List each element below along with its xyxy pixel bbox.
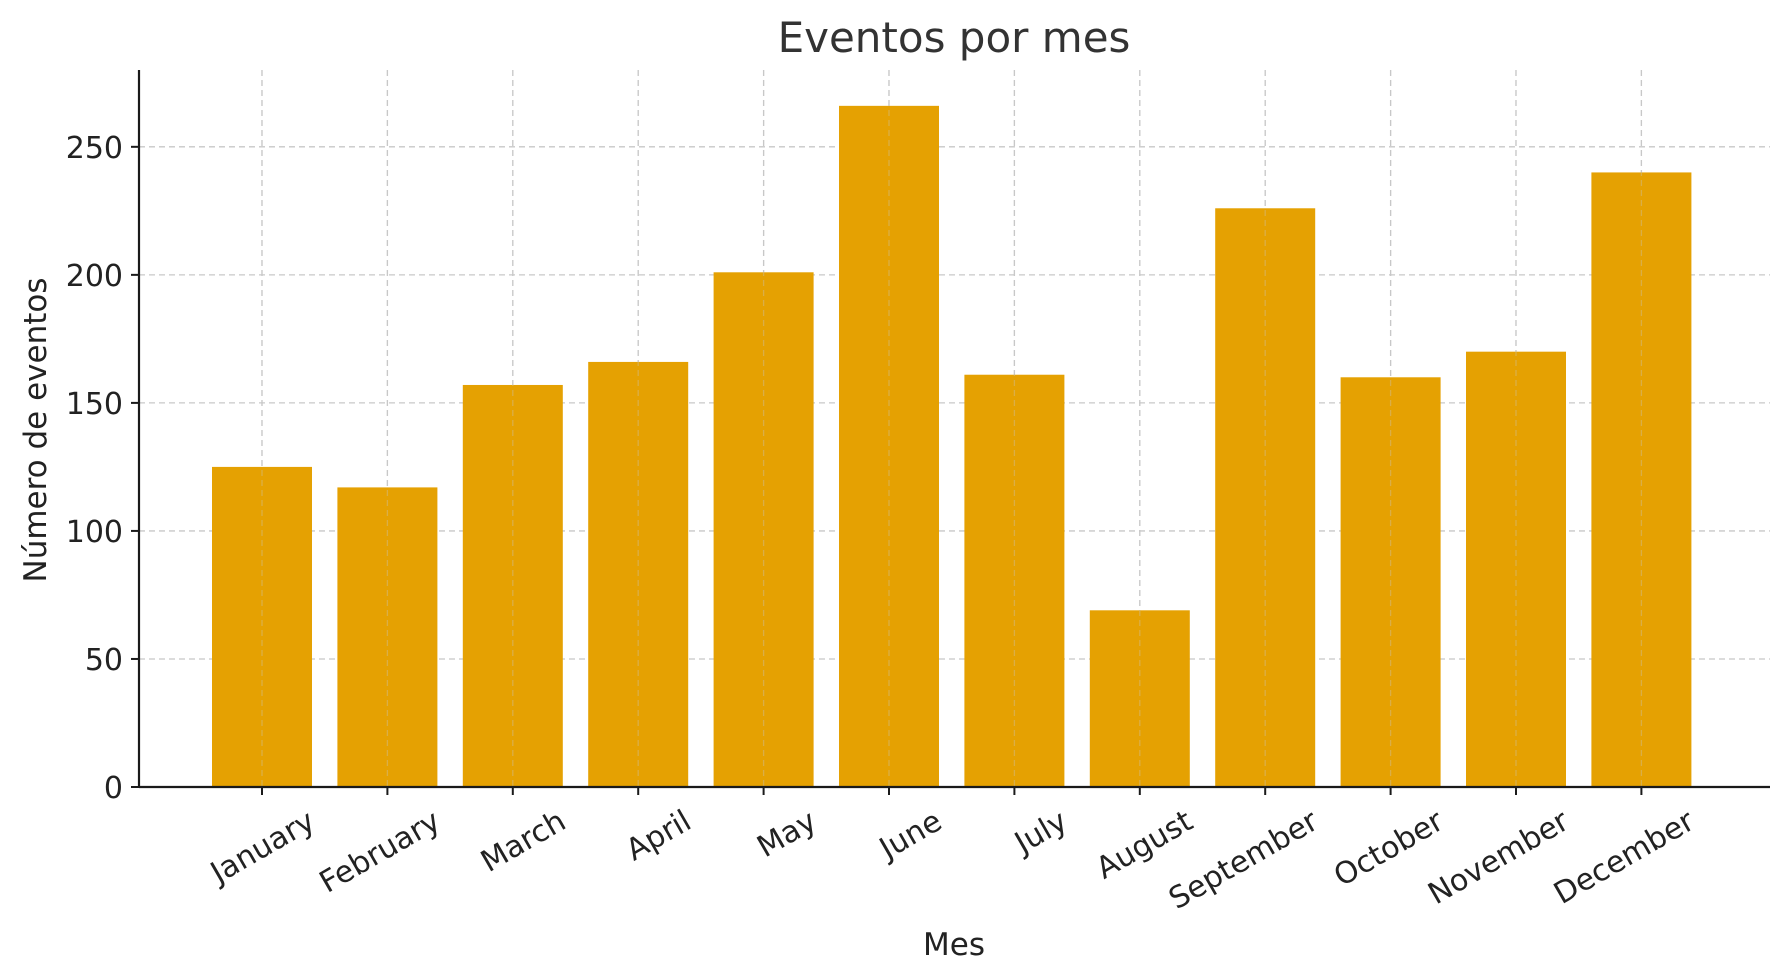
- y-tick-label: 50: [85, 643, 123, 678]
- bar-july: [964, 374, 1065, 787]
- bar-october: [1340, 377, 1441, 787]
- y-tick-label: 0: [104, 771, 123, 806]
- y-tick-label: 250: [66, 131, 123, 166]
- y-axis-label: Número de eventos: [18, 277, 54, 582]
- bars: [212, 105, 1692, 788]
- x-tick-label-july: July: [1007, 804, 1073, 862]
- bar-september: [1215, 208, 1316, 787]
- bar-november: [1466, 351, 1566, 787]
- x-tick-label-february: February: [314, 804, 447, 901]
- x-tick-label-january: January: [203, 804, 321, 892]
- x-axis-label: Mes: [923, 927, 985, 963]
- x-tick-label-june: June: [872, 804, 948, 868]
- bar-december: [1591, 172, 1692, 787]
- bar-may: [713, 272, 814, 788]
- y-tick-label: 150: [66, 387, 123, 422]
- bar-january: [212, 466, 312, 787]
- bar-april: [588, 361, 689, 787]
- x-tick-label-august: August: [1090, 804, 1199, 887]
- bar-august: [1089, 610, 1190, 787]
- x-tick-label-april: April: [620, 804, 697, 869]
- y-tick-label: 100: [66, 515, 123, 550]
- x-tick-label-may: May: [751, 804, 822, 865]
- chart-title: Eventos por mes: [778, 13, 1131, 62]
- bar-march: [462, 384, 563, 787]
- x-tick-label-december: December: [1548, 803, 1701, 911]
- bar-february: [337, 487, 438, 787]
- y-axis-ticks: 0 50 100 150 200 250: [66, 131, 139, 806]
- axes: [137, 70, 1770, 789]
- bar-june: [839, 105, 939, 788]
- x-tick-label-november: November: [1422, 803, 1575, 912]
- x-tick-label-march: March: [475, 804, 572, 880]
- y-tick-label: 200: [66, 259, 123, 294]
